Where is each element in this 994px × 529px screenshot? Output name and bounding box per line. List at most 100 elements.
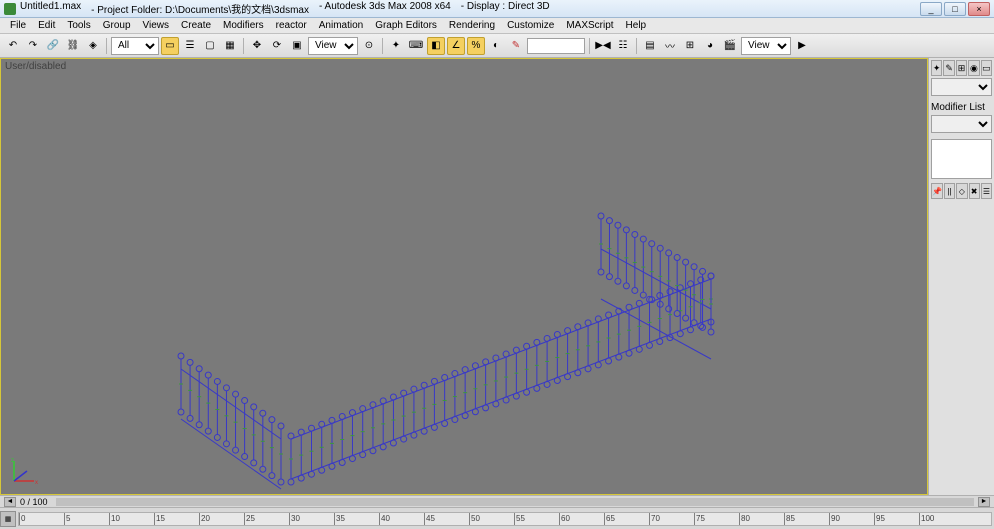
remove-modifier-button[interactable]: ✖ [969, 183, 980, 199]
angle-snap-button[interactable]: ∠ [447, 37, 465, 55]
minimize-button[interactable]: _ [920, 2, 942, 16]
schematic-view-button[interactable]: ⊞ [681, 37, 699, 55]
menu-modifiers[interactable]: Modifiers [217, 20, 270, 31]
select-by-name-button[interactable]: ☰ [181, 37, 199, 55]
menu-edit[interactable]: Edit [32, 20, 61, 31]
snap-toggle-button[interactable]: ◧ [427, 37, 445, 55]
ruler-tick [109, 513, 110, 525]
menu-rendering[interactable]: Rendering [443, 20, 501, 31]
modifier-stack[interactable] [931, 139, 992, 179]
move-button[interactable]: ✥ [248, 37, 266, 55]
title-display: - Display : Direct 3D [461, 1, 550, 16]
pin-stack-button[interactable]: 📌 [931, 183, 943, 199]
menu-views[interactable]: Views [137, 20, 176, 31]
menu-graph-editors[interactable]: Graph Editors [369, 20, 443, 31]
material-editor-button[interactable]: ◕ [701, 37, 719, 55]
ref-coord-select[interactable]: View [308, 37, 358, 55]
ruler-tick [334, 513, 335, 525]
ruler-tick-label: 35 [336, 514, 345, 523]
command-panel-tabs: ✦ ✎ ⊞ ◉ ▭ [931, 60, 992, 76]
named-selection-input[interactable] [527, 38, 585, 54]
menu-help[interactable]: Help [620, 20, 653, 31]
redo-button[interactable]: ↷ [24, 37, 42, 55]
ruler-tick [649, 513, 650, 525]
unlink-button[interactable]: ⛓ [64, 37, 82, 55]
align-button[interactable]: ☷ [614, 37, 632, 55]
layers-button[interactable]: ▤ [641, 37, 659, 55]
track-bar-button[interactable]: ▦ [0, 511, 16, 527]
ruler-tick-label: 0 [21, 514, 25, 523]
make-unique-button[interactable]: ◇ [956, 183, 967, 199]
ruler-tick-label: 5 [66, 514, 70, 523]
ruler-tick-label: 50 [471, 514, 480, 523]
ruler-tick-label: 10 [111, 514, 120, 523]
menu-tools[interactable]: Tools [61, 20, 96, 31]
keyboard-shortcut-button[interactable]: ⌨ [407, 37, 425, 55]
named-selection-button[interactable]: ✎ [507, 37, 525, 55]
render-type-select[interactable]: View [741, 37, 791, 55]
menu-group[interactable]: Group [97, 20, 137, 31]
menu-reactor[interactable]: reactor [270, 20, 313, 31]
ruler-tick-label: 100 [921, 514, 934, 523]
ruler-tick [244, 513, 245, 525]
create-tab[interactable]: ✦ [931, 60, 942, 76]
undo-button[interactable]: ↶ [4, 37, 22, 55]
ruler-tick [424, 513, 425, 525]
timeline-prev-button[interactable]: ◄ [4, 497, 16, 507]
title-text: Untitled1.max - Project Folder: D:\Docum… [20, 1, 920, 16]
ruler-tick-label: 60 [561, 514, 570, 523]
percent-snap-button[interactable]: % [467, 37, 485, 55]
menu-file[interactable]: File [4, 20, 32, 31]
menu-customize[interactable]: Customize [501, 20, 560, 31]
ruler-tick-label: 95 [876, 514, 885, 523]
ruler-tick [559, 513, 560, 525]
select-button[interactable]: ▭ [161, 37, 179, 55]
timeline-next-button[interactable]: ► [978, 497, 990, 507]
window-crossing-button[interactable]: ▦ [221, 37, 239, 55]
ruler-tick-label: 70 [651, 514, 660, 523]
pivot-button[interactable]: ⊙ [360, 37, 378, 55]
link-button[interactable]: 🔗 [44, 37, 62, 55]
select-region-button[interactable]: ▢ [201, 37, 219, 55]
menu-animation[interactable]: Animation [313, 20, 369, 31]
ruler-tick-label: 15 [156, 514, 165, 523]
axis-gizmo-icon: x z [9, 456, 39, 486]
modify-tab[interactable]: ✎ [943, 60, 954, 76]
ruler-tick [874, 513, 875, 525]
ruler-tick [604, 513, 605, 525]
object-name-select[interactable] [931, 78, 992, 96]
time-ruler[interactable]: 0510152025303540455055606570758085909510… [18, 512, 992, 526]
motion-tab[interactable]: ◉ [968, 60, 979, 76]
scale-button[interactable]: ▣ [288, 37, 306, 55]
menu-maxscript[interactable]: MAXScript [560, 20, 619, 31]
hierarchy-tab[interactable]: ⊞ [956, 60, 967, 76]
spinner-snap-button[interactable]: ◐ [487, 37, 505, 55]
ruler-tick [469, 513, 470, 525]
mirror-button[interactable]: ▶◀ [594, 37, 612, 55]
rotate-button[interactable]: ⟳ [268, 37, 286, 55]
selection-filter-select[interactable]: All [111, 37, 159, 55]
curve-editor-button[interactable]: 〰 [661, 37, 679, 55]
show-end-result-button[interactable]: || [944, 183, 955, 199]
title-filename: Untitled1.max [20, 1, 81, 16]
maximize-button[interactable]: □ [944, 2, 966, 16]
ruler-tick-label: 65 [606, 514, 615, 523]
configure-sets-button[interactable]: ☰ [981, 183, 992, 199]
bind-button[interactable]: ◈ [84, 37, 102, 55]
close-button[interactable]: × [968, 2, 990, 16]
modifier-list-label: Modifier List [931, 100, 992, 115]
display-tab[interactable]: ▭ [981, 60, 992, 76]
viewport[interactable]: User/disabled [0, 58, 928, 495]
render-scene-button[interactable]: 🎬 [721, 37, 739, 55]
ruler-tick-label: 30 [291, 514, 300, 523]
modifier-list-select[interactable] [931, 115, 992, 133]
quick-render-button[interactable]: ▶ [793, 37, 811, 55]
toolbar-separator [589, 38, 590, 54]
ruler-tick [514, 513, 515, 525]
menu-create[interactable]: Create [175, 20, 217, 31]
ruler-tick [379, 513, 380, 525]
ruler-tick [919, 513, 920, 525]
ruler-tick-label: 80 [741, 514, 750, 523]
manipulate-button[interactable]: ✦ [387, 37, 405, 55]
timeline-slider[interactable] [56, 498, 974, 506]
